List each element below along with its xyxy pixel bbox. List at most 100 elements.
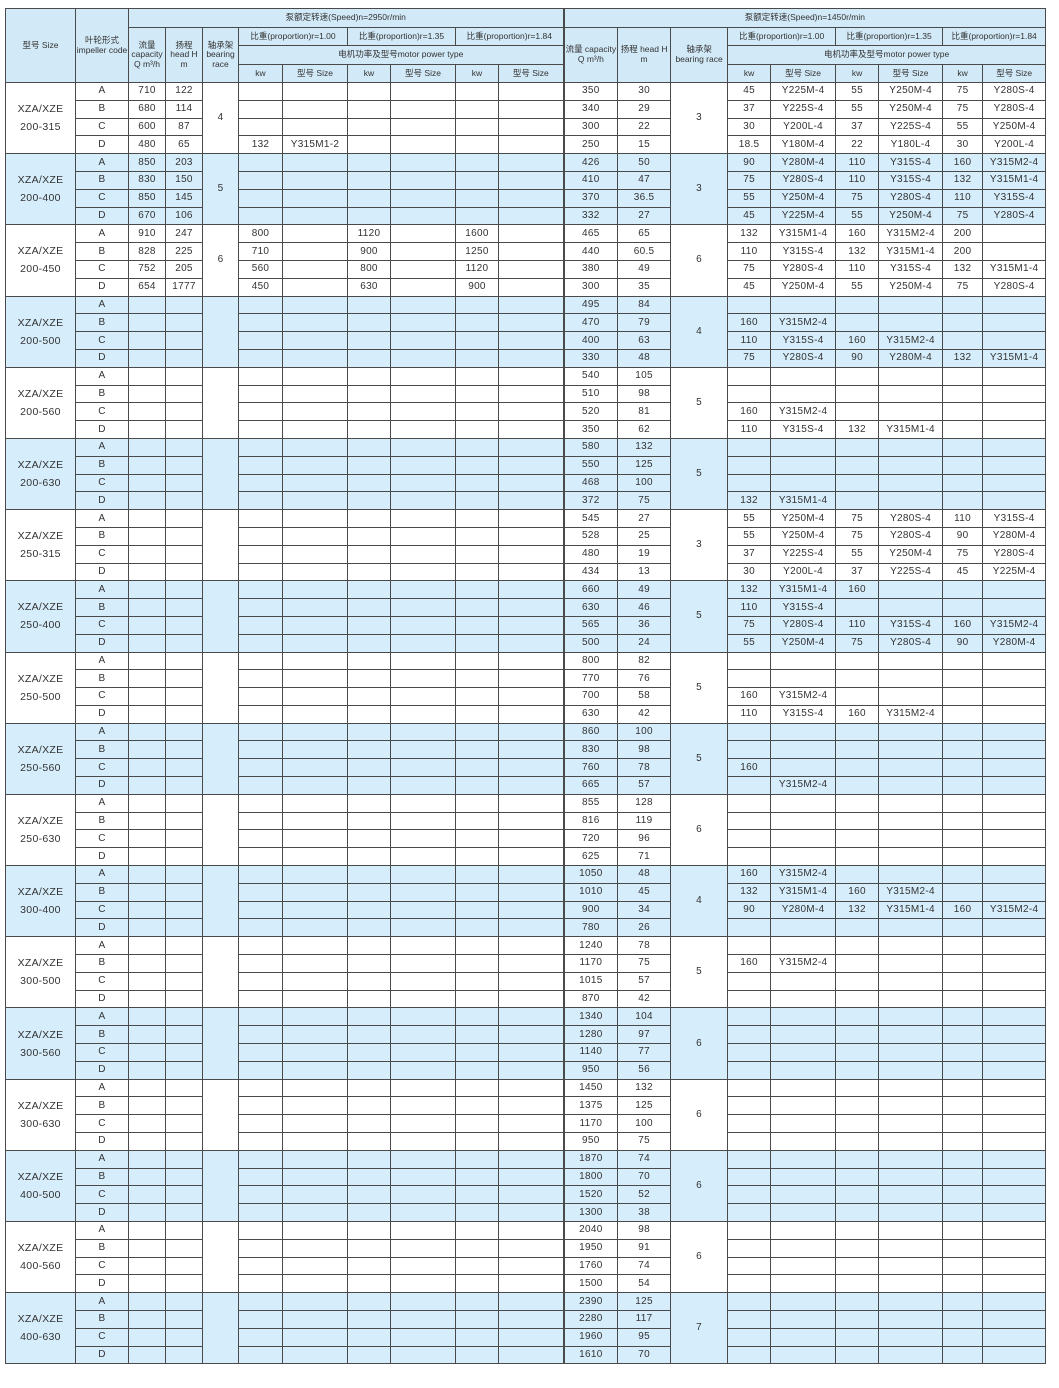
kw-135-cell <box>835 1256 880 1276</box>
size-135-cell <box>390 366 456 386</box>
kw-184-cell: 90 <box>942 633 984 653</box>
size-135-cell <box>878 651 944 671</box>
impeller-code-cell: B <box>75 669 129 689</box>
size-100-cell <box>282 1007 348 1027</box>
capacity-cell <box>128 473 166 493</box>
capacity-cell <box>128 865 166 884</box>
capacity-cell: 1340 <box>562 1007 619 1027</box>
kw-100-cell: 37 <box>727 99 772 119</box>
size-135-cell <box>878 776 944 795</box>
size-135-cell: Y280S-4 <box>878 509 944 528</box>
pump-size-cell: XZA/XZE 200-315 <box>5 81 76 155</box>
size-135-cell: Y315M2-4 <box>878 704 944 724</box>
head-cell: 104 <box>617 1007 672 1027</box>
size-100-cell: Y180M-4 <box>770 135 837 155</box>
capacity-cell: 1450 <box>562 1078 619 1098</box>
capacity-cell <box>128 1078 166 1098</box>
size-100-cell <box>282 117 348 137</box>
kw-header: kw <box>455 63 499 83</box>
bearing-race-cell <box>202 722 239 795</box>
size-135-cell <box>390 580 456 600</box>
size-135-cell <box>390 615 456 635</box>
table-row: XZA/XZE 200-630 A 580 132 5 <box>5 437 1047 511</box>
size-100-cell <box>282 882 348 902</box>
impeller-code-cell: A <box>75 153 129 172</box>
kw-100-cell <box>238 437 283 457</box>
impeller-code-cell: B <box>75 1309 129 1329</box>
head-cell <box>165 847 203 867</box>
kw-184-cell <box>455 366 499 386</box>
kw-135-cell: 75 <box>835 526 880 546</box>
size-184-cell: Y280S-4 <box>982 99 1047 119</box>
head-cell: 100 <box>617 1114 672 1134</box>
size-184-cell <box>497 829 565 849</box>
kw-184-cell <box>455 153 499 172</box>
capacity-cell: 828 <box>128 242 166 261</box>
size-184-cell <box>497 776 565 795</box>
table-row: C 600 87 300 22 30 Y200L-4 37 Y225S-4 55 Y250M-4 <box>6 117 1047 137</box>
kw-184-cell <box>455 170 499 190</box>
capacity-cell: 250 <box>562 135 619 155</box>
size-184-cell: Y315M2-4 <box>982 900 1047 920</box>
kw-100-cell <box>238 793 283 813</box>
capacity-cell: 2040 <box>562 1221 619 1240</box>
impeller-code-cell: C <box>75 900 129 920</box>
kw-100-cell: 90 <box>727 153 772 172</box>
size-184-cell <box>497 1132 565 1151</box>
kw-135-cell <box>835 1292 880 1311</box>
size-135-cell <box>390 847 456 867</box>
size-100-cell <box>282 153 348 172</box>
size-100-cell: Y315M2-4 <box>770 402 837 422</box>
size-100-cell <box>770 1078 837 1098</box>
kw-135-cell <box>835 384 880 404</box>
size-184-cell <box>982 224 1047 244</box>
capacity-cell: 1280 <box>562 1025 619 1045</box>
kw-100-cell <box>238 1345 283 1365</box>
table-row: C 1015 57 <box>6 971 1047 991</box>
head-cell <box>165 295 203 315</box>
size-184-cell <box>497 1007 565 1027</box>
kw-100-cell <box>238 1221 283 1240</box>
pump-size-cell: XZA/XZE 200-630 <box>5 437 76 511</box>
kw-100-cell <box>727 1221 772 1240</box>
size-184-cell: Y280M-4 <box>982 633 1047 653</box>
kw-100-cell: 160 <box>727 758 772 778</box>
capacity-cell <box>128 1043 166 1062</box>
kw-100-cell <box>727 1132 772 1151</box>
size-100-cell <box>770 437 837 457</box>
kw-100-cell <box>727 473 772 493</box>
size-184-cell <box>982 366 1047 386</box>
capacity-cell <box>128 740 166 760</box>
head-cell: 125 <box>617 455 672 475</box>
size-135-cell <box>390 1149 456 1169</box>
size-184-cell <box>982 1238 1047 1258</box>
size-184-cell: Y315M1-4 <box>982 348 1047 368</box>
size-184-cell <box>982 437 1047 457</box>
head-cell <box>165 1185 203 1205</box>
size-184-cell <box>497 882 565 902</box>
size-135-cell <box>390 402 456 422</box>
impeller-code-cell: A <box>75 580 129 600</box>
size-135-cell <box>390 882 456 902</box>
kw-100-cell: 55 <box>727 633 772 653</box>
head-cell: 35 <box>617 277 672 297</box>
size-100-cell <box>282 526 348 546</box>
kw-184-cell: 132 <box>942 170 984 190</box>
size-100-cell <box>282 1185 348 1205</box>
capacity-cell: 780 <box>562 918 619 938</box>
kw-184-cell <box>455 918 499 938</box>
capacity-cell: 630 <box>562 704 619 724</box>
kw-100-cell <box>727 669 772 689</box>
kw-135-cell <box>347 722 391 742</box>
table-row: B 1010 45 132 Y315M1-4 160 Y315M2-4 <box>6 882 1047 902</box>
table-row: XZA/XZE 250-400 A 660 49 5 132 Y315M1-4 160 <box>5 580 1047 653</box>
kw-184-cell <box>455 1309 499 1329</box>
size-184-cell <box>982 882 1047 902</box>
size-100-cell <box>282 615 348 635</box>
head-cell: 36.5 <box>617 188 672 208</box>
size-184-cell <box>497 1309 565 1329</box>
capacity-cell: 1960 <box>562 1327 619 1347</box>
kw-100-cell: 75 <box>727 615 772 635</box>
capacity-cell: 720 <box>562 829 619 849</box>
impeller-code-cell: C <box>75 687 129 706</box>
